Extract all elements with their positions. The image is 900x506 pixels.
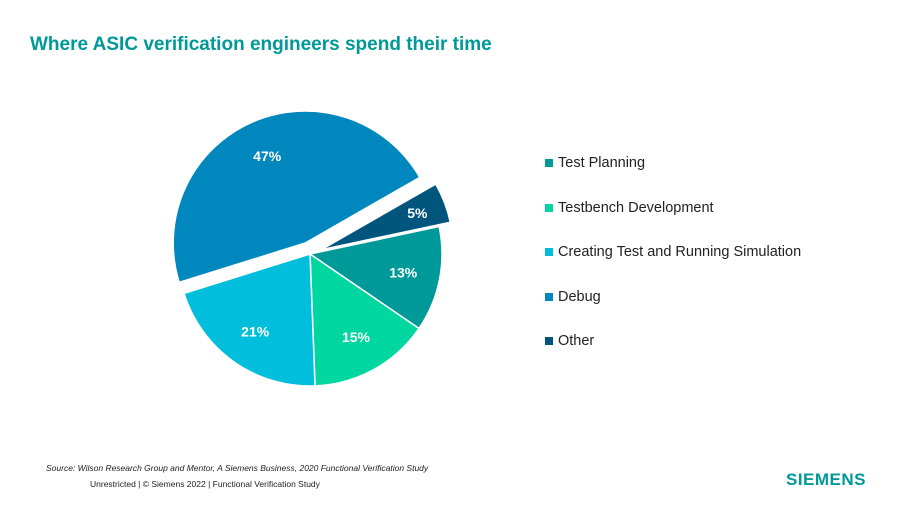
legend-label: Testbench Development — [558, 199, 714, 216]
footer-text: Unrestricted | © Siemens 2022 | Function… — [90, 479, 320, 489]
legend-item: Testbench Development — [545, 197, 801, 219]
legend-label: Creating Test and Running Simulation — [558, 244, 802, 260]
legend-swatch — [545, 159, 553, 167]
legend-item: Test Planning — [545, 152, 801, 174]
legend-item: Debug — [545, 286, 801, 308]
legend: Test Planning Testbench Development Creati… — [545, 152, 801, 375]
pie-slice-creating-test-and-running-simulation — [183, 252, 316, 387]
legend-swatch — [545, 337, 553, 345]
legend-label: Debug — [558, 288, 601, 305]
legend-swatch — [545, 248, 553, 256]
legend-label: Other — [558, 333, 595, 349]
legend-swatch — [545, 292, 553, 301]
pie-slice-debug — [172, 110, 421, 284]
source-note: Source: Wilson Research Group and Mentor… — [46, 463, 429, 473]
legend-item: Creating Test and Running Simulation — [545, 241, 801, 263]
data-label: 21% — [241, 324, 270, 340]
data-label: 5% — [407, 205, 428, 221]
legend-item: Other — [545, 330, 801, 352]
data-label: 15% — [342, 329, 371, 345]
data-label: 13% — [389, 264, 418, 280]
pie-slice-other — [320, 183, 452, 251]
data-label: 47% — [253, 148, 282, 164]
siemens-logo: SIEMENS — [786, 470, 867, 489]
legend-label: Test Planning — [558, 155, 646, 171]
pie-slice-test-planning — [308, 225, 443, 330]
legend-swatch — [545, 203, 553, 212]
chart-title: Where ASIC verification engineers spend … — [30, 34, 492, 55]
pie-slice-testbench-development — [309, 252, 421, 387]
